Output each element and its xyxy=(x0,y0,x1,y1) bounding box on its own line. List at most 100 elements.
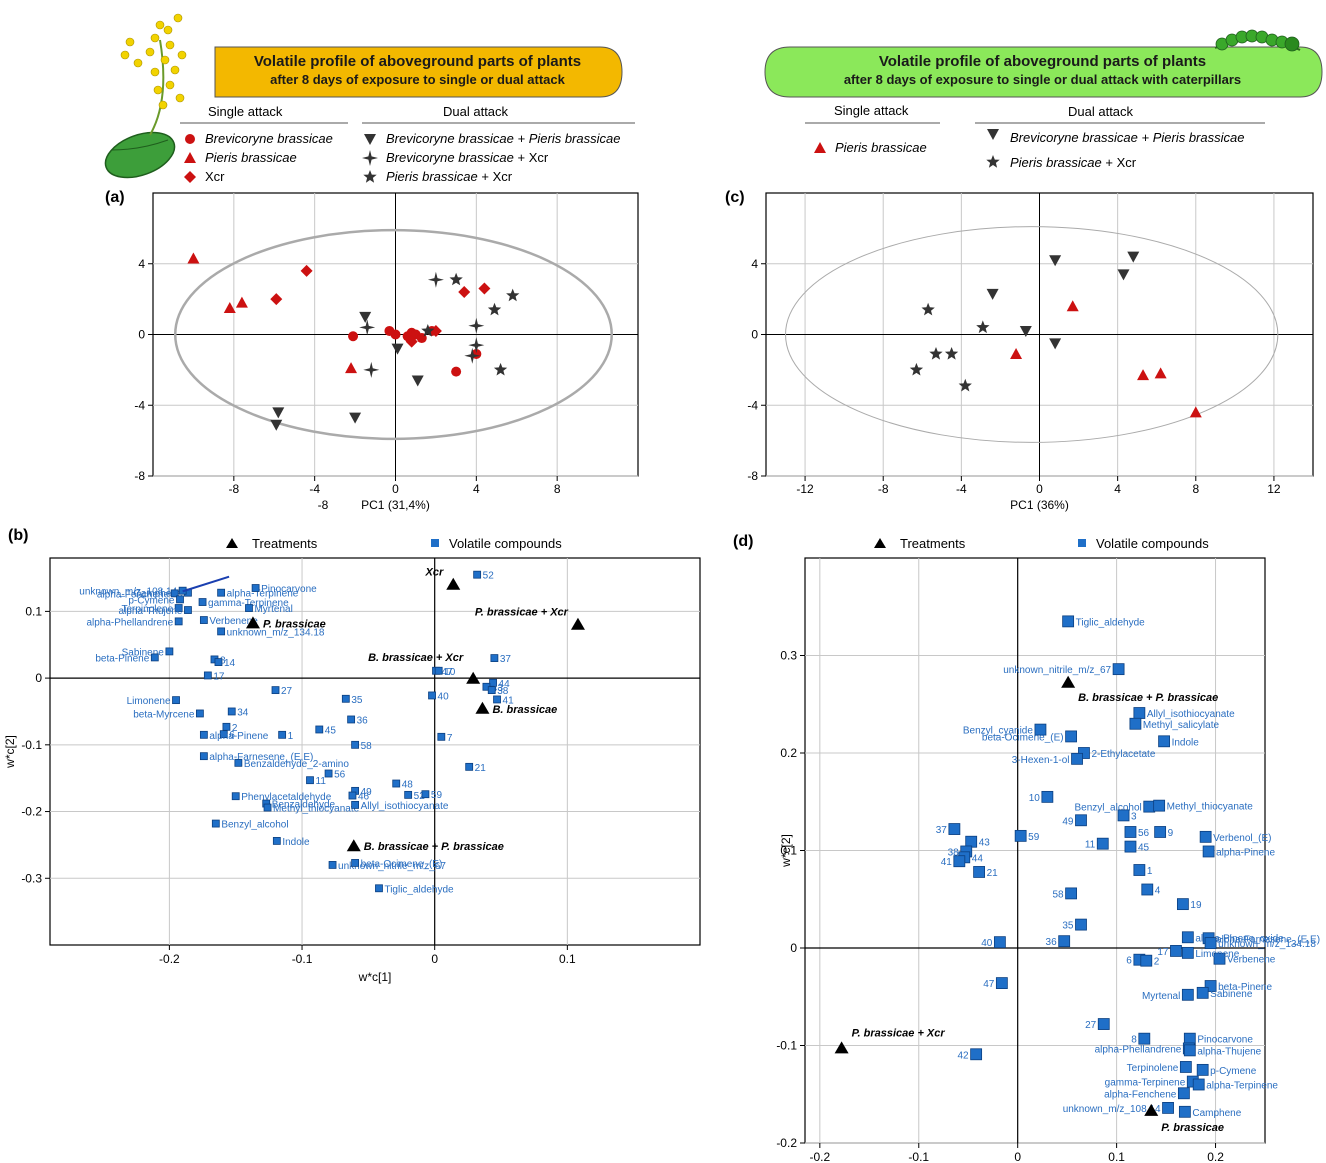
compound-marker xyxy=(1096,837,1109,850)
score-point xyxy=(223,301,236,313)
compound-label: 38 xyxy=(497,686,509,697)
left-title-line2: after 8 days of exposure to single or du… xyxy=(270,71,565,87)
compound-label: 56 xyxy=(334,770,346,781)
compound-label: 14 xyxy=(224,658,236,669)
compound-marker xyxy=(487,686,496,695)
compound-label: alpha-Pinene_oxide xyxy=(1195,933,1284,944)
compound-label: 37 xyxy=(936,825,948,836)
legend-compounds-marker xyxy=(431,539,439,547)
compound-marker xyxy=(217,627,226,636)
treatment-label: P. brassicae xyxy=(263,618,326,630)
compound-label: alpha-Farnesene_(E,E) xyxy=(209,752,313,763)
score-point xyxy=(272,407,285,419)
x-tick-label: 0 xyxy=(392,482,399,496)
score-point xyxy=(411,375,424,387)
compound-label: alpha-Terpinene xyxy=(1206,1081,1278,1092)
compound-label: Benzyl_cyanide xyxy=(963,726,1033,737)
x-tick-label: 4 xyxy=(1114,482,1121,496)
compound-label: 17 xyxy=(213,671,225,682)
compound-marker xyxy=(1117,809,1130,822)
compound-marker xyxy=(211,819,220,828)
compound-label: 9 xyxy=(1168,828,1174,839)
treatment-marker xyxy=(1061,675,1076,688)
left-title-block: Volatile profile of aboveground parts of… xyxy=(215,53,620,88)
legend-treatments-marker xyxy=(226,538,238,548)
compound-label: 46 xyxy=(358,792,370,803)
treatment-marker xyxy=(245,616,260,629)
compound-label: 34 xyxy=(237,707,249,718)
compound-label: Indole xyxy=(282,837,310,848)
right-legend-pb-xcr-species: Pieris brassicae xyxy=(1010,155,1102,170)
compound-label: alpha-Phellandrene xyxy=(1095,1044,1182,1055)
compound-marker xyxy=(263,803,272,812)
compound-label: 4 xyxy=(1155,886,1161,897)
y-tick-label: -0.2 xyxy=(776,1136,797,1150)
left-title-banner xyxy=(214,46,623,98)
right-single-attack-title: Single attack xyxy=(834,103,909,118)
score-point xyxy=(359,319,376,336)
legend-marker-bb-pb xyxy=(364,134,376,145)
treatment-label: B. brassicae + Xcr xyxy=(368,652,464,664)
x-tick-label: -0.1 xyxy=(292,952,313,966)
score-point xyxy=(449,272,463,286)
compound-label: 45 xyxy=(325,725,337,736)
compound-marker xyxy=(324,769,333,778)
compound-label: Tiglic_aldehyde xyxy=(384,884,454,895)
compound-marker xyxy=(1075,814,1087,827)
compound-label: 11 xyxy=(1085,840,1096,851)
compound-label: alpha-Phellandrene xyxy=(86,617,173,628)
compound-label: 1 xyxy=(288,731,294,742)
compound-label: Benzaldehyde_2-amino xyxy=(244,759,350,770)
compound-label: 49 xyxy=(361,787,373,798)
compound-marker xyxy=(1183,1044,1196,1057)
plot-frame xyxy=(49,557,701,946)
compound-label: unknown_nitrile_m/z_67 xyxy=(338,861,446,872)
compound-marker xyxy=(150,653,159,662)
compound-label: 6 xyxy=(229,730,235,741)
treatment-label: B. brassicae + P. brassicae xyxy=(1078,692,1218,704)
compound-label: Sabinene xyxy=(122,647,165,658)
compound-marker xyxy=(995,977,1008,989)
compound-marker xyxy=(227,707,236,716)
compound-label: 36 xyxy=(1046,937,1058,948)
compound-label: Pinocarvone xyxy=(1197,1035,1253,1046)
compound-marker xyxy=(970,1048,983,1061)
y-axis-label: w*c[2] xyxy=(3,735,17,769)
compound-marker xyxy=(948,823,961,835)
score-point xyxy=(427,271,444,288)
compound-marker xyxy=(392,779,401,788)
compound-marker xyxy=(1133,707,1146,719)
compound-label: Camphene xyxy=(134,589,183,600)
compound-marker xyxy=(176,595,184,604)
compound-marker xyxy=(1141,883,1154,896)
compound-marker xyxy=(1034,723,1047,736)
compound-marker xyxy=(437,732,446,741)
score-point xyxy=(348,331,359,342)
x-tick-label: 0 xyxy=(1014,1150,1021,1163)
legend-treatments-label: Treatments xyxy=(900,536,966,551)
compound-label: gamma-Terpinene xyxy=(1105,1078,1186,1089)
compound-marker xyxy=(1181,946,1194,959)
caterpillar-illustration xyxy=(1214,29,1301,52)
compound-label: 52 xyxy=(483,571,495,582)
treatment-marker xyxy=(570,617,585,630)
compound-marker xyxy=(1183,1032,1196,1045)
compound-marker xyxy=(1153,799,1166,812)
compound-marker xyxy=(473,570,482,579)
compound-label: 41 xyxy=(941,857,953,868)
treatment-marker xyxy=(834,1041,849,1054)
legend-bb-xcr-pathogen: + Xcr xyxy=(513,150,549,165)
compound-label: alpha-Thujene xyxy=(1197,1046,1261,1057)
compound-marker xyxy=(174,617,183,626)
compound-label: 21 xyxy=(475,763,487,774)
compound-marker xyxy=(993,936,1006,949)
right-legend-marker-bb-pb xyxy=(987,129,999,140)
compound-marker xyxy=(1202,845,1215,858)
score-point xyxy=(1154,367,1167,379)
compound-marker xyxy=(1170,945,1182,957)
legend-compounds-label: Volatile compounds xyxy=(449,536,562,551)
compound-marker xyxy=(198,598,207,606)
compound-marker xyxy=(231,792,240,801)
loading-plot-d: -0.2 -0.1 0 0.1 0.2 -0.2 -0.1 0 0.1 0.2 0.3 w*c[2] T… xyxy=(776,536,1320,1163)
